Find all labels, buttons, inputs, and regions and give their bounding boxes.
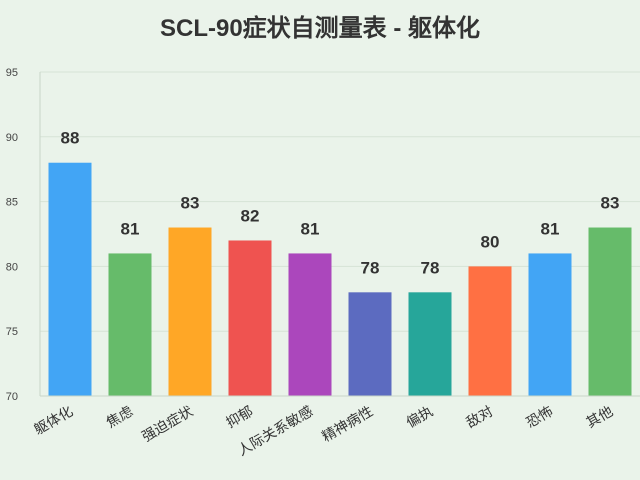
bar: [228, 240, 272, 396]
y-tick-label: 85: [6, 197, 18, 209]
x-tick-label: 精神病性: [320, 404, 376, 446]
bar: [48, 162, 92, 396]
y-axis-ticks: 70 75 80 85 90 95: [6, 67, 18, 403]
bar: [588, 227, 632, 396]
y-tick-label: 70: [6, 391, 18, 403]
bars: [48, 162, 632, 396]
data-label: 78: [361, 258, 380, 277]
x-tick-label: 敌对: [464, 404, 496, 432]
x-tick-label: 抑郁: [224, 404, 256, 432]
y-tick-label: 75: [6, 326, 18, 338]
y-tick-label: 80: [6, 261, 18, 273]
bar: [468, 266, 512, 396]
x-tick-label: 其他: [584, 404, 616, 432]
data-label: 81: [121, 219, 140, 238]
bar: [408, 292, 452, 396]
x-tick-label: 焦虑: [104, 404, 136, 432]
y-tick-label: 95: [6, 67, 18, 79]
data-label: 81: [301, 219, 320, 238]
bar: [528, 253, 572, 396]
data-label: 82: [241, 206, 260, 225]
data-label: 80: [481, 232, 500, 251]
data-label: 88: [61, 129, 80, 148]
x-tick-label: 躯体化: [32, 404, 76, 439]
data-label: 78: [421, 258, 440, 277]
bar: [168, 227, 212, 396]
data-label: 83: [601, 194, 620, 213]
bar: [348, 292, 392, 396]
value-labels: 88 81 83 82 81 78 78 80 81 83: [61, 129, 620, 278]
chart-title: SCL-90症状自测量表 - 躯体化: [159, 15, 480, 42]
bar: [108, 253, 152, 396]
x-tick-label: 偏执: [404, 404, 436, 432]
y-tick-label: 90: [6, 132, 18, 144]
x-tick-label: 恐怖: [523, 403, 556, 432]
data-label: 81: [541, 219, 560, 238]
x-tick-label: 强迫症状: [140, 404, 196, 446]
data-label: 83: [181, 194, 200, 213]
bar: [288, 253, 332, 396]
